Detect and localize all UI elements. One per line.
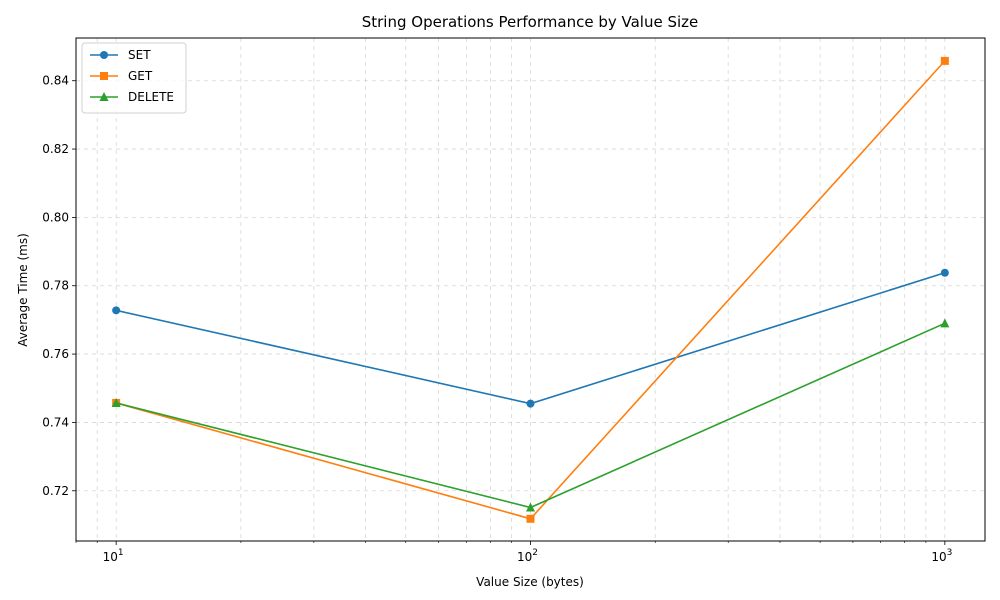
legend: SET GET DELETE (81, 42, 187, 114)
legend-box (81, 42, 187, 114)
y-tick-label: 0.82 (42, 142, 69, 156)
y-tick-label: 0.74 (42, 415, 69, 429)
x-tick-label: 101 (103, 548, 124, 564)
data-point (99, 92, 109, 101)
series-layer (111, 56, 950, 523)
x-axis-label: Value Size (bytes) (476, 575, 584, 589)
y-tick-label: 0.80 (42, 210, 69, 224)
series-set (112, 268, 949, 408)
data-point (526, 502, 535, 512)
y-tick-label: 0.84 (42, 74, 69, 88)
series-delete (111, 318, 950, 512)
legend-entry: GET (90, 69, 153, 83)
legend-entry: SET (90, 48, 151, 62)
chart-title: String Operations Performance by Value S… (362, 13, 699, 31)
data-point (526, 514, 535, 523)
data-point (112, 306, 121, 315)
y-tick-label: 0.72 (42, 484, 69, 498)
x-tick-label: 102 (517, 548, 538, 564)
legend-entry: DELETE (90, 90, 174, 104)
legend-label: DELETE (128, 90, 174, 104)
x-tick-label: 103 (931, 548, 952, 564)
data-point (526, 399, 535, 408)
axes: 101 102 103 0.72 0.74 0.76 0.78 0.80 0.82 0.84 (42, 74, 952, 564)
grid (75, 38, 985, 541)
legend-label: GET (128, 69, 153, 83)
data-point (100, 51, 108, 59)
y-axis-label: Average Time (ms) (16, 233, 30, 347)
y-tick-label: 0.78 (42, 279, 69, 293)
data-point (100, 72, 108, 80)
y-tick-label: 0.76 (42, 347, 69, 361)
data-point (940, 318, 950, 328)
data-point (940, 268, 949, 277)
data-point (940, 56, 949, 65)
legend-label: SET (128, 48, 151, 62)
data-point (111, 397, 121, 407)
